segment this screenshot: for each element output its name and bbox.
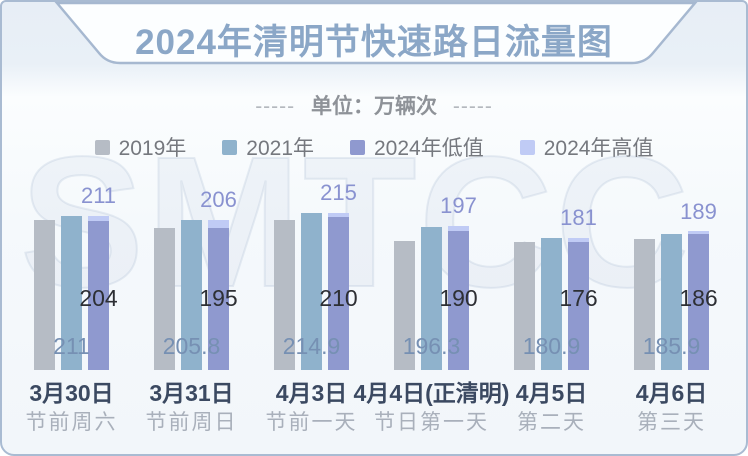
value-label-2021: 211 xyxy=(53,333,90,359)
bar-2019 xyxy=(274,220,295,370)
bar-2019 xyxy=(34,220,55,370)
dash-decor-right: ----- xyxy=(452,95,493,118)
bar-2019 xyxy=(154,228,175,370)
value-label-2021: 205.8 xyxy=(162,333,221,359)
axis-desc-label: 节前周六 xyxy=(25,411,118,434)
bar-group-6: 189 186 185.9 4月6日第三天 xyxy=(634,2,718,454)
bar-2024-high xyxy=(88,216,109,221)
legend-item-2024年低值: 2024年低值 xyxy=(350,132,484,162)
dash-decor-left: ----- xyxy=(255,95,296,118)
value-label-2021: 180.9 xyxy=(522,333,581,359)
legend-swatch-icon xyxy=(519,139,535,155)
axis-desc-label: 节日第一天 xyxy=(374,411,489,434)
bar-2024-high xyxy=(208,220,229,228)
value-label-2024-high: 211 xyxy=(80,183,117,208)
bar-2021 xyxy=(301,213,322,370)
bar-2021 xyxy=(181,220,202,370)
legend-item-2024年高值: 2024年高值 xyxy=(519,132,654,162)
bar-2021 xyxy=(421,227,442,370)
bar-group-5: 181 176 180.9 4月5日第二天 xyxy=(514,2,598,454)
axis-date-label: 4月6日 xyxy=(635,380,708,406)
axis-date-label: 4月3日 xyxy=(275,380,348,406)
bar-group-1: 211 204 211 3月30日节前周六 xyxy=(26,2,118,454)
bar-2024-high xyxy=(328,213,349,217)
legend-label: 2024年低值 xyxy=(374,137,484,160)
value-label-2024-low: 195 xyxy=(199,285,238,311)
axis-desc-label: 第二天 xyxy=(517,411,586,434)
value-label-2024-low: 190 xyxy=(439,285,478,311)
bar-2021 xyxy=(61,216,82,370)
axis-desc-label: 第三天 xyxy=(637,411,706,434)
legend-label: 2024年高值 xyxy=(543,137,654,160)
value-label-2024-low: 186 xyxy=(679,285,718,311)
bar-2024-low xyxy=(208,228,229,370)
bar-2024-low xyxy=(328,217,349,370)
axis-date-label: 4月4日(正清明) xyxy=(353,380,510,406)
value-label-2024-low: 210 xyxy=(319,285,358,311)
legend-swatch-icon xyxy=(222,139,238,155)
value-label-2024-high: 206 xyxy=(200,187,237,212)
unit-label: 单位：万辆次 xyxy=(311,95,437,118)
value-label-2024-low: 204 xyxy=(79,285,118,311)
title-banner xyxy=(54,2,698,65)
legend-label: 2019年 xyxy=(118,137,187,160)
value-label-2024-high: 197 xyxy=(440,193,477,218)
bar-2019 xyxy=(514,242,535,370)
bar-2024-low xyxy=(88,221,109,370)
bar-group-2: 206 195 205.8 3月31日节前周日 xyxy=(146,2,238,454)
bar-2024-high xyxy=(568,238,589,242)
chart-title: 2024年清明节快速路日流量图 xyxy=(135,23,613,62)
bar-group-4: 197 190 196.3 4月4日(正清明) 节日第一天 xyxy=(354,2,510,454)
axis-desc-label: 节前周日 xyxy=(145,411,238,434)
bar-2024-low xyxy=(448,231,469,370)
value-label-2021: 196.3 xyxy=(402,333,461,359)
legend-swatch-icon xyxy=(94,139,110,155)
bar-2021 xyxy=(541,238,562,370)
value-label-2021: 185.9 xyxy=(642,333,701,359)
unit-line: ----- 单位：万辆次 ----- xyxy=(2,90,746,120)
legend-item-2019年: 2019年 xyxy=(94,132,187,162)
value-label-2024-high: 189 xyxy=(680,199,717,224)
axis-date-label: 3月31日 xyxy=(149,380,234,406)
legend-item-2021年: 2021年 xyxy=(222,132,314,162)
bar-2021 xyxy=(661,234,682,370)
legend: 2019年 2021年 2024年低值 2024年高值 xyxy=(2,132,746,162)
bar-2024-low xyxy=(568,242,589,370)
bar-2024-low xyxy=(688,234,709,370)
bar-2019 xyxy=(394,241,415,370)
value-label-2021: 214.9 xyxy=(282,333,341,359)
bar-2024-high xyxy=(448,226,469,231)
axis-date-label: 4月5日 xyxy=(515,380,588,406)
title-banner-shape xyxy=(54,2,698,65)
bar-2024-high xyxy=(688,231,709,234)
legend-swatch-icon xyxy=(350,139,365,155)
axis-desc-label: 节前一天 xyxy=(265,411,358,434)
axis-date-label: 3月30日 xyxy=(29,380,114,406)
value-label-2024-low: 176 xyxy=(559,285,598,311)
value-label-2024-high: 181 xyxy=(560,205,597,230)
legend-label: 2021年 xyxy=(246,137,314,160)
bar-2019 xyxy=(634,239,655,370)
value-label-2024-high: 215 xyxy=(320,180,357,205)
bar-group-3: 215 210 214.9 4月3日节前一天 xyxy=(266,2,358,454)
